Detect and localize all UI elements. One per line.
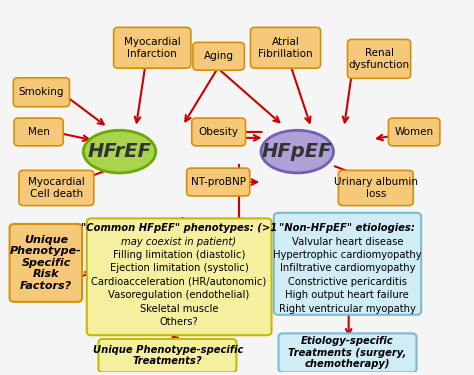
Text: High output heart failure: High output heart failure (285, 290, 409, 300)
Text: Cardioacceleration (HR/autonomic): Cardioacceleration (HR/autonomic) (91, 277, 266, 287)
Text: Skeletal muscle: Skeletal muscle (140, 303, 218, 313)
Text: Urinary albumin
loss: Urinary albumin loss (334, 177, 418, 199)
Text: Infiltrative cardiomyopathy: Infiltrative cardiomyopathy (280, 264, 415, 273)
FancyBboxPatch shape (192, 118, 246, 146)
Text: Constrictive pericarditis: Constrictive pericarditis (288, 277, 407, 287)
Text: Obesity: Obesity (199, 127, 239, 137)
FancyBboxPatch shape (114, 27, 191, 68)
Ellipse shape (83, 130, 156, 173)
Text: Myocardial
Cell death: Myocardial Cell death (28, 177, 85, 199)
Text: NT-proBNP: NT-proBNP (191, 177, 246, 187)
Text: Vasoregulation (endothelial): Vasoregulation (endothelial) (108, 290, 249, 300)
Text: Aging: Aging (204, 51, 234, 61)
Text: Smoking: Smoking (18, 87, 64, 97)
Text: Ejection limitation (systolic): Ejection limitation (systolic) (109, 264, 248, 273)
FancyBboxPatch shape (338, 170, 413, 206)
Ellipse shape (261, 130, 334, 173)
Text: Filling limitation (diastolic): Filling limitation (diastolic) (113, 250, 245, 260)
Text: Valvular heart disease: Valvular heart disease (292, 237, 403, 247)
Text: Women: Women (394, 127, 434, 137)
FancyBboxPatch shape (250, 27, 320, 68)
Text: Unique
Phenotype-
Specific
Risk
Factors?: Unique Phenotype- Specific Risk Factors? (10, 235, 82, 291)
FancyBboxPatch shape (13, 78, 70, 107)
FancyBboxPatch shape (87, 218, 272, 335)
Text: Myocardial
Infarction: Myocardial Infarction (124, 37, 181, 58)
Text: HFpEF: HFpEF (262, 142, 332, 161)
Text: Renal
dysfunction: Renal dysfunction (348, 48, 410, 70)
Text: Etiology-specific
Treatments (surgery,
chemotherapy): Etiology-specific Treatments (surgery, c… (288, 336, 406, 369)
Text: Others?: Others? (160, 317, 198, 327)
FancyBboxPatch shape (347, 39, 410, 78)
Text: Atrial
Fibrillation: Atrial Fibrillation (258, 37, 313, 58)
Text: Hypertrophic cardiomyopathy: Hypertrophic cardiomyopathy (273, 250, 421, 260)
FancyBboxPatch shape (388, 118, 440, 146)
Text: may coexist in patient): may coexist in patient) (121, 237, 237, 247)
FancyBboxPatch shape (9, 224, 82, 302)
Text: HFrEF: HFrEF (88, 142, 152, 161)
Text: Unique Phenotype-specific
Treatments?: Unique Phenotype-specific Treatments? (92, 345, 243, 366)
Text: "Common HFpEF" phenotypes: (>1: "Common HFpEF" phenotypes: (>1 (81, 224, 277, 233)
FancyBboxPatch shape (19, 170, 94, 206)
Text: "Non-HFpEF" etiologies:: "Non-HFpEF" etiologies: (279, 224, 415, 233)
FancyBboxPatch shape (14, 118, 63, 146)
Text: Men: Men (27, 127, 50, 137)
FancyBboxPatch shape (187, 168, 250, 196)
FancyBboxPatch shape (279, 333, 417, 372)
FancyBboxPatch shape (193, 42, 245, 70)
FancyBboxPatch shape (99, 339, 237, 372)
FancyBboxPatch shape (274, 213, 421, 315)
Text: Right ventricular myopathy: Right ventricular myopathy (279, 303, 416, 313)
